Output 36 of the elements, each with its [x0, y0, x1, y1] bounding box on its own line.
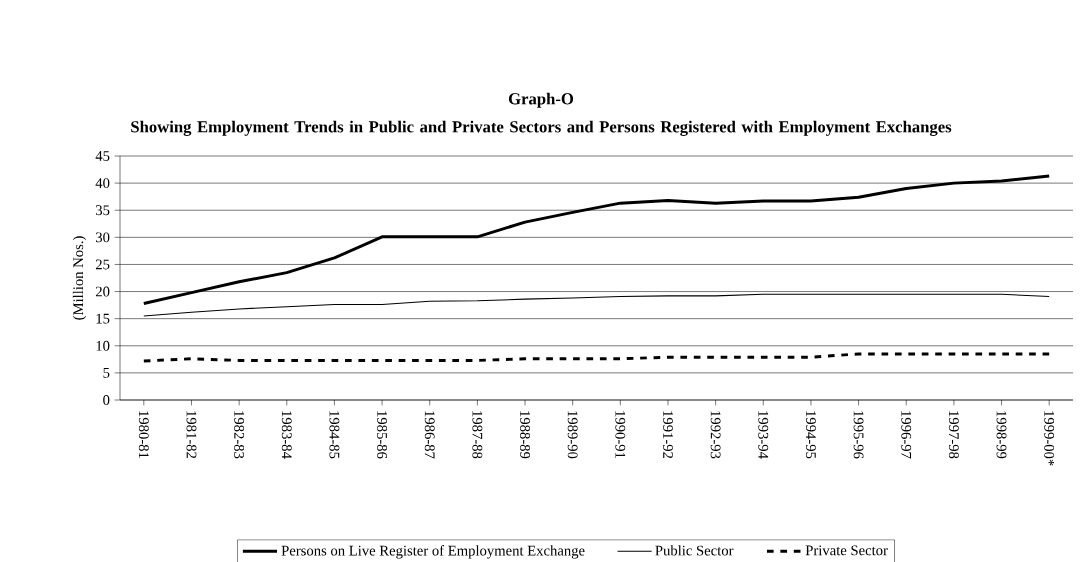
legend-label: Persons on Live Register of Employment Exchange	[281, 545, 585, 559]
legend-label: Public Sector	[655, 545, 734, 556]
y-tick-label: 45	[95, 151, 110, 161]
x-tick-label: 1981-82	[186, 411, 197, 459]
x-tick-label: 1984-85	[329, 411, 340, 459]
x-tick-label: 1996-97	[901, 411, 912, 459]
x-tick-label: 1993-94	[758, 411, 769, 459]
y-tick-label: 25	[95, 259, 110, 270]
x-tick-label: 1983-84	[281, 411, 292, 459]
y-tick-label: 15	[96, 313, 110, 324]
y-tick-label: 20	[95, 286, 110, 297]
x-tick-label: 1987-88	[472, 411, 483, 459]
y-tick-label: 35	[96, 205, 110, 216]
x-tick-label: 1988-89	[520, 411, 530, 459]
y-tick-label: 0	[103, 395, 110, 405]
y-tick-label: 30	[96, 232, 110, 243]
x-tick-label: 1990-91	[615, 411, 626, 459]
x-tick-label: 1992-93	[710, 411, 721, 459]
chart-title: Graph-O	[508, 92, 574, 108]
x-tick-label: 1997-98	[948, 411, 959, 459]
legend-label: Private Sector	[805, 545, 888, 556]
x-tick-label: 1994-95	[806, 411, 816, 459]
x-tick-label: 1998-99	[996, 411, 1007, 459]
y-tick-label: 5	[103, 368, 110, 378]
y-tick-label: 40	[95, 178, 110, 189]
chart-subtitle: Showing Employment Trends in Public and Private Sectors and Persons Registered with Employment Exchanges	[131, 120, 952, 136]
x-tick-label: 1999-00*	[1044, 411, 1055, 466]
x-tick-label: 1989-90	[567, 411, 578, 459]
x-tick-label: 1980-81	[138, 411, 149, 459]
x-tick-label: 1995-96	[853, 411, 864, 459]
x-tick-label: 1985-86	[377, 411, 388, 459]
x-tick-label: 1986-87	[424, 411, 435, 459]
x-tick-label: 1982-83	[234, 411, 245, 459]
x-tick-label: 1991-92	[663, 411, 673, 459]
y-tick-label: 10	[96, 340, 110, 351]
y-axis-title: (Million Nos.)	[72, 236, 87, 320]
